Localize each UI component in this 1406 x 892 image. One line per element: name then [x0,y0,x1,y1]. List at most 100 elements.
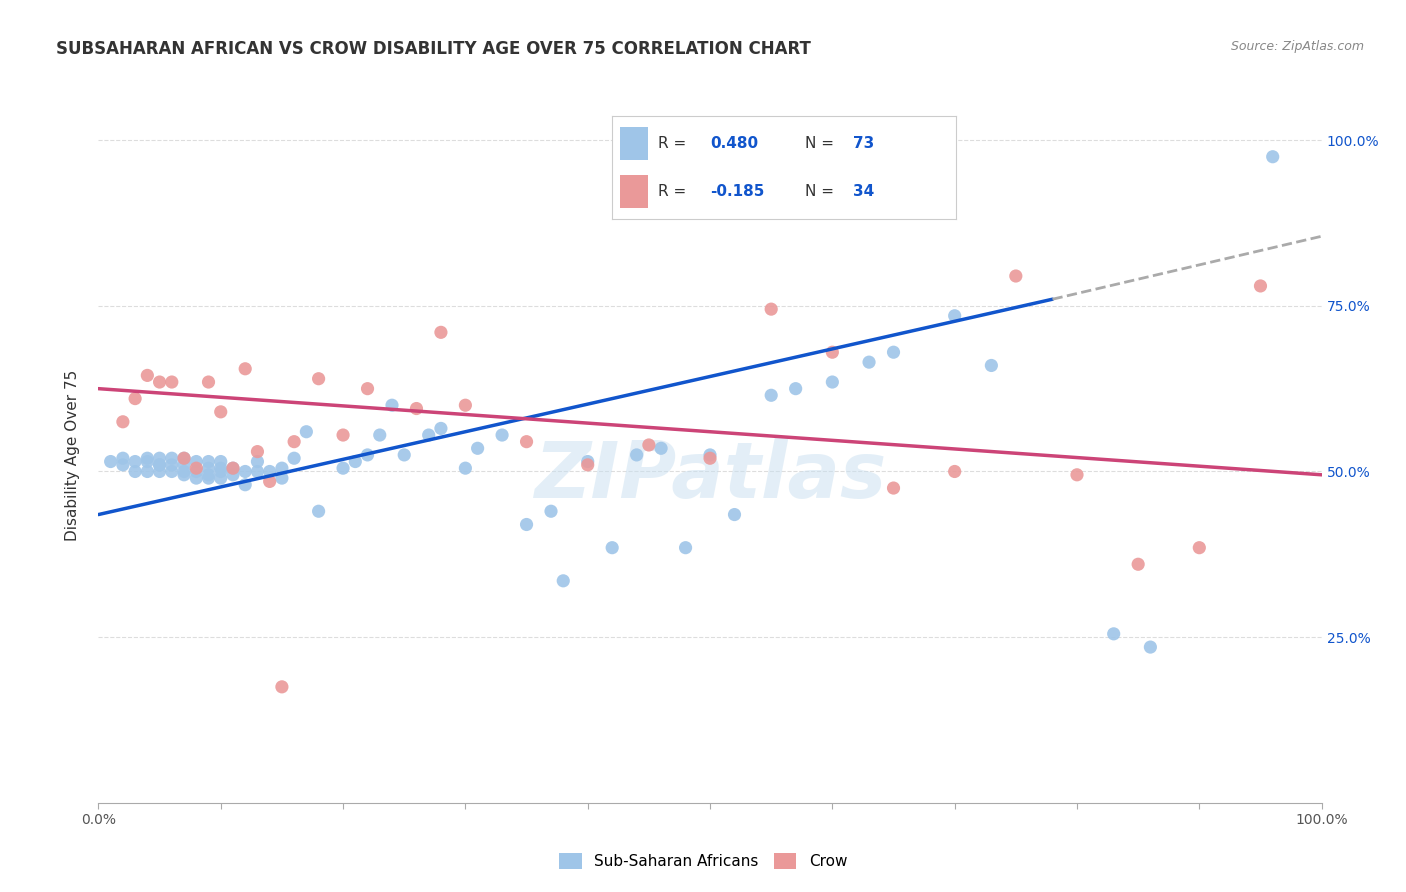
Text: 34: 34 [852,185,875,200]
Point [980,359,1002,373]
Point [430,421,453,435]
Point [576,458,599,472]
Point [149,375,172,389]
Text: 0.480: 0.480 [710,136,758,151]
Point [699,451,721,466]
Point [111,415,134,429]
Point [723,508,745,522]
Point [149,458,172,472]
Point [197,467,219,482]
Point [650,442,672,456]
Point [246,465,269,479]
Point [821,345,844,359]
Point [136,465,159,479]
Point [540,504,562,518]
Point [209,461,232,475]
Point [111,458,134,472]
Point [1139,640,1161,654]
Point [222,467,245,482]
Point [233,465,256,479]
Point [381,398,404,412]
Point [173,465,195,479]
Text: -0.185: -0.185 [710,185,763,200]
Y-axis label: Disability Age Over 75: Disability Age Over 75 [65,369,80,541]
Point [883,481,905,495]
Point [308,372,330,386]
Point [270,680,294,694]
Point [173,467,195,482]
Point [246,444,269,458]
Point [149,458,172,472]
Point [136,454,159,468]
Point [515,434,537,449]
Point [761,302,783,317]
Point [626,448,648,462]
Point [209,454,232,468]
Point [491,428,513,442]
Point [368,428,391,442]
Point [270,461,294,475]
Point [160,458,183,472]
Point [160,465,183,479]
Point [173,451,195,466]
Point [858,355,880,369]
Text: N =: N = [804,136,838,151]
Point [356,448,378,462]
Point [197,471,219,485]
Point [233,361,256,376]
Point [222,461,245,475]
Point [332,461,354,475]
Point [283,434,305,449]
Point [186,465,208,479]
Point [405,401,427,416]
Text: SUBSAHARAN AFRICAN VS CROW DISABILITY AGE OVER 75 CORRELATION CHART: SUBSAHARAN AFRICAN VS CROW DISABILITY AG… [56,40,811,58]
Point [467,442,489,456]
Point [173,458,195,472]
Point [883,345,905,359]
Point [197,454,219,468]
Point [418,428,440,442]
Point [392,448,416,462]
Legend: Sub-Saharan Africans, Crow: Sub-Saharan Africans, Crow [553,847,853,875]
Point [356,382,378,396]
Point [173,451,195,466]
Point [259,475,281,489]
Point [100,454,122,468]
Point [149,465,172,479]
Point [344,454,367,468]
Point [576,454,599,468]
Point [149,451,172,466]
Point [209,405,232,419]
Point [186,471,208,485]
Point [124,454,146,468]
Point [821,375,844,389]
Text: Source: ZipAtlas.com: Source: ZipAtlas.com [1230,40,1364,54]
Point [454,461,477,475]
Point [233,477,256,491]
Point [553,574,575,588]
Point [197,375,219,389]
Point [209,471,232,485]
Text: 73: 73 [852,136,875,151]
Text: R =: R = [658,185,692,200]
Point [943,465,966,479]
Point [1188,541,1211,555]
Point [136,451,159,466]
Point [246,454,269,468]
Point [638,438,661,452]
Point [124,392,146,406]
Point [332,428,354,442]
Point [761,388,783,402]
FancyBboxPatch shape [620,176,648,208]
Point [430,326,453,340]
Point [160,375,183,389]
Point [209,465,232,479]
Point [1261,150,1284,164]
Point [675,541,697,555]
Point [515,517,537,532]
Point [197,461,219,475]
Point [186,454,208,468]
Text: N =: N = [804,185,838,200]
Point [600,541,623,555]
Point [785,382,807,396]
